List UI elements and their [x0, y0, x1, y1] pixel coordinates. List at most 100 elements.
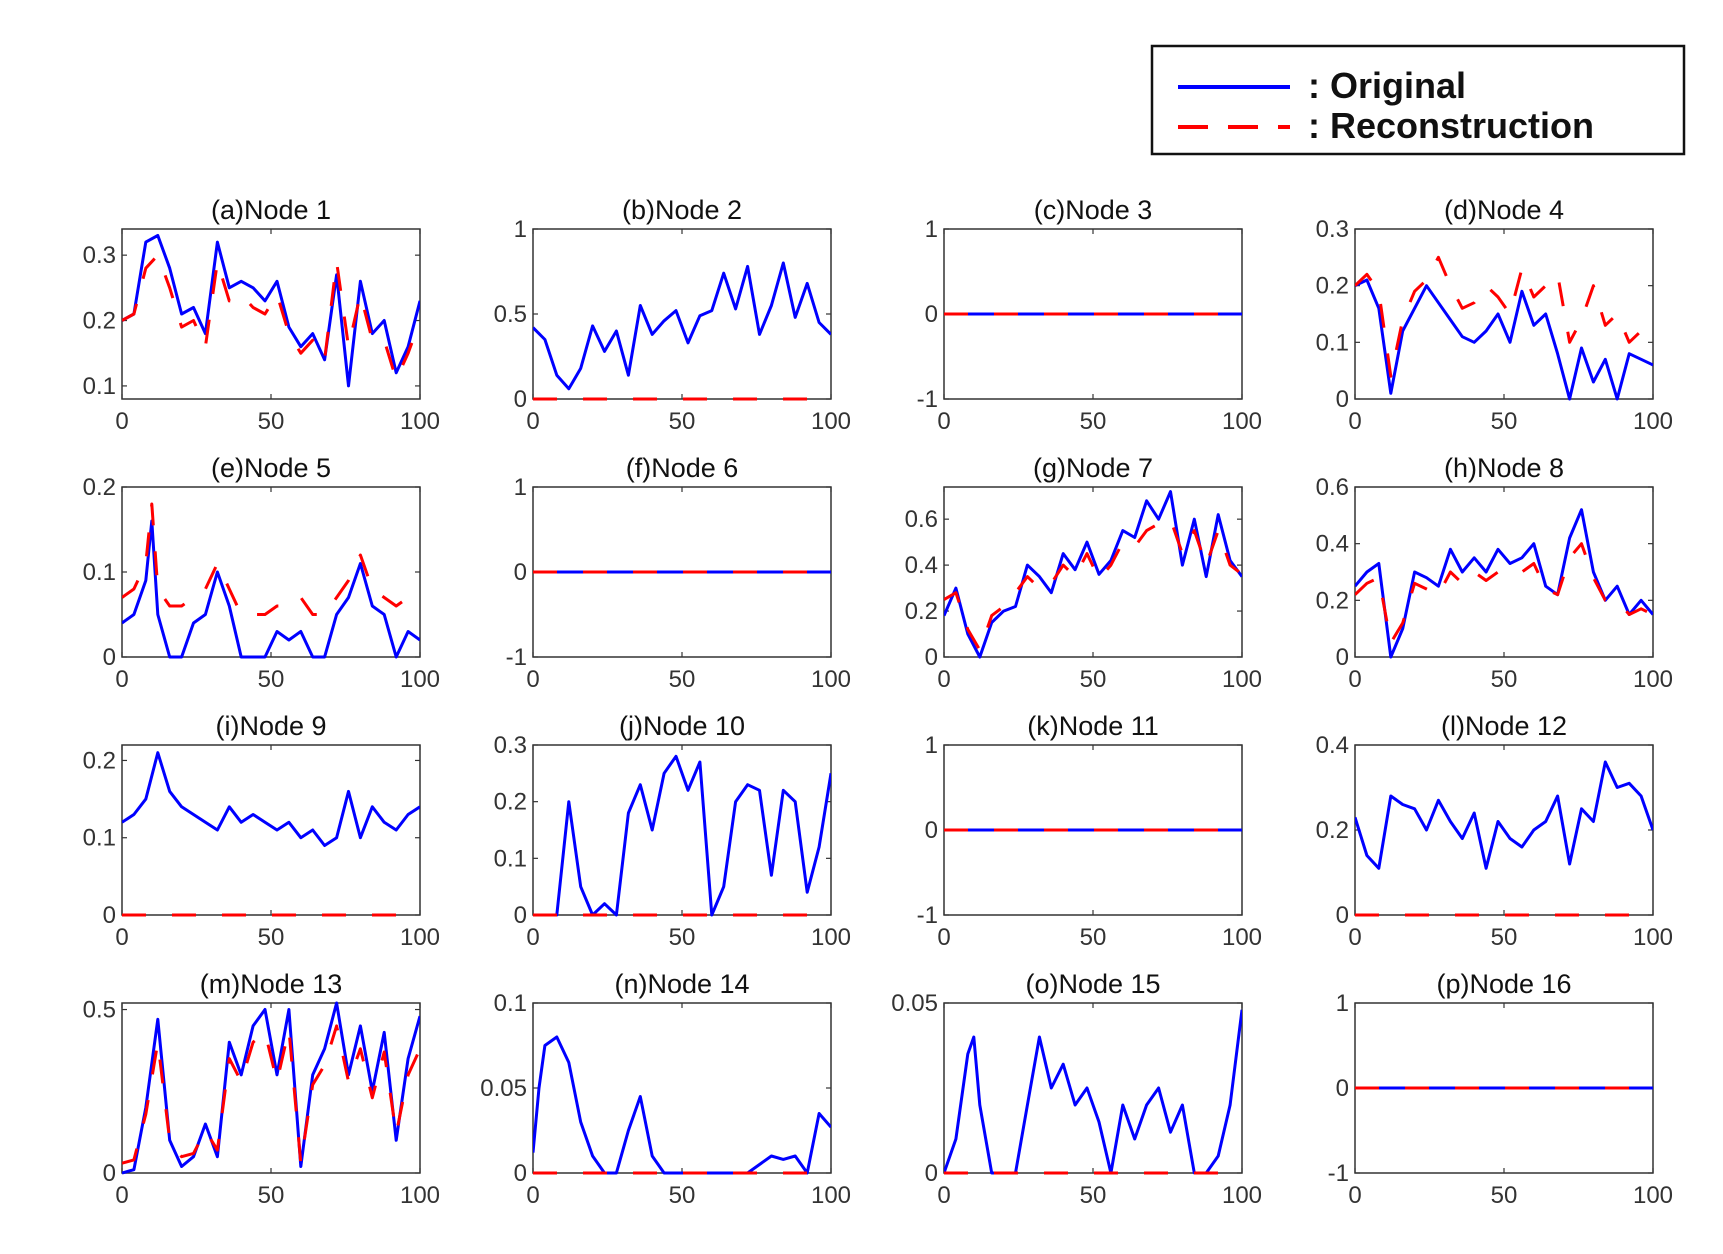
y-tick-label: 0.1 [1316, 329, 1349, 356]
axes-box [121, 744, 421, 916]
y-tick-label: 0 [514, 559, 527, 586]
x-tick-label: 0 [115, 666, 128, 693]
y-tick-label: 0.1 [83, 559, 116, 586]
y-tick-label: 0.1 [494, 990, 527, 1017]
subplot-1: (a)Node 1 0 50 100 0.1 0.2 0.3 [83, 195, 440, 435]
subplot-title: (l)Node 12 [1441, 711, 1567, 741]
original-series-line [533, 754, 831, 917]
subplot-15: (o)Node 15 0 50 100 0 0.05 [891, 969, 1262, 1209]
x-tick-label: 0 [937, 1182, 950, 1209]
original-series-line [122, 751, 420, 847]
x-tick-label: 50 [258, 924, 285, 951]
y-tick-label: 0.05 [891, 990, 938, 1017]
reconstruction-series-line [1355, 542, 1653, 645]
subplot-13: (m)Node 13 0 50 100 0 0.5 [83, 969, 440, 1209]
x-tick-label: 50 [1080, 1182, 1107, 1209]
x-tick-label: 100 [1222, 924, 1262, 951]
x-tick-label: 0 [115, 924, 128, 951]
subplot-7: (g)Node 7 0 50 100 0 0.2 0.4 0.6 [905, 453, 1262, 693]
y-tick-label: 0.1 [83, 373, 116, 400]
reconstruction-series-line [122, 502, 420, 616]
x-tick-label: 50 [1080, 408, 1107, 435]
subplot-3: (c)Node 30 50 100-101 [917, 195, 1262, 435]
x-tick-label: 0 [937, 924, 950, 951]
y-tick-label: 0 [1336, 902, 1349, 929]
y-tick-label: 0.4 [1316, 531, 1349, 558]
y-tick-label: 0.6 [905, 506, 938, 533]
subplot-title: (k)Node 11 [1027, 711, 1159, 741]
x-tick-label: 0 [937, 408, 950, 435]
y-tick-label: 0.5 [494, 301, 527, 328]
y-tick-label: 0 [925, 1160, 938, 1187]
y-tick-label: 0.2 [83, 747, 116, 774]
original-series-line [944, 1009, 1242, 1175]
original-series-line [122, 1001, 420, 1175]
original-series-line [1355, 278, 1653, 401]
axes-box [943, 486, 1243, 658]
original-series-line [533, 1035, 831, 1175]
x-tick-label: 100 [1633, 1182, 1673, 1209]
original-series-line [122, 234, 420, 388]
subplot-2: (b)Node 2 0 50 100 0 0.5 1 [494, 195, 851, 435]
subplot-title: (h)Node 8 [1444, 453, 1564, 483]
y-tick-label: 0 [103, 902, 116, 929]
subplot-12: (l)Node 12 0 50 100 0 0.2 0.4 [1316, 711, 1673, 951]
subplot-title: (b)Node 2 [622, 195, 742, 225]
y-tick-label: 0.05 [480, 1075, 527, 1102]
x-tick-label: 100 [1222, 666, 1262, 693]
y-tick-label: 0 [925, 644, 938, 671]
x-tick-label: 0 [1348, 924, 1361, 951]
subplot-title: (e)Node 5 [211, 453, 331, 483]
y-tick-label: 1 [514, 216, 527, 243]
y-tick-label: 0.3 [83, 242, 116, 269]
axes-box [121, 228, 421, 400]
y-tick-label: 0.2 [1316, 817, 1349, 844]
axes-box [1354, 486, 1654, 658]
original-series-line [122, 519, 420, 659]
subplot-6: (f)Node 60 50 100-101 [506, 453, 851, 693]
y-tick-label: 0 [1336, 386, 1349, 413]
y-tick-label: 0.2 [1316, 273, 1349, 300]
x-tick-label: 0 [526, 666, 539, 693]
subplot-title: (a)Node 1 [211, 195, 331, 225]
legend: : Original : Reconstruction [1150, 44, 1686, 156]
x-tick-label: 100 [811, 1182, 851, 1209]
x-tick-label: 50 [1491, 924, 1518, 951]
y-tick-label: 0.2 [83, 474, 116, 501]
subplot-title: (d)Node 4 [1444, 195, 1564, 225]
y-tick-label: -1 [506, 644, 527, 671]
y-tick-label: 0 [103, 1160, 116, 1187]
y-tick-label: 0.2 [494, 789, 527, 816]
subplot-title: (n)Node 14 [614, 969, 749, 999]
axes-box [121, 486, 421, 658]
subplot-title: (g)Node 7 [1033, 453, 1153, 483]
subplot-title: (c)Node 3 [1034, 195, 1153, 225]
legend-original-label: : Original [1308, 65, 1466, 106]
y-tick-label: 0 [1336, 644, 1349, 671]
x-tick-label: 100 [1633, 924, 1673, 951]
x-tick-label: 100 [400, 924, 440, 951]
y-tick-label: 0 [925, 817, 938, 844]
subplot-8: (h)Node 8 0 50 100 0 0.2 0.4 0.6 [1316, 453, 1673, 693]
x-tick-label: 100 [1633, 666, 1673, 693]
axes-box [943, 1002, 1243, 1174]
y-tick-label: 1 [925, 216, 938, 243]
x-tick-label: 50 [669, 1182, 696, 1209]
original-series-line [944, 490, 1242, 659]
x-tick-label: 0 [115, 1182, 128, 1209]
x-tick-label: 100 [811, 666, 851, 693]
y-tick-label: 0.2 [905, 598, 938, 625]
y-tick-label: 0.2 [1316, 587, 1349, 614]
y-tick-label: 0 [514, 386, 527, 413]
x-tick-label: 100 [811, 408, 851, 435]
x-tick-label: 0 [526, 1182, 539, 1209]
reconstruction-series-line [944, 517, 1242, 652]
subplot-16: (p)Node 160 50 100-101 [1328, 969, 1673, 1209]
x-tick-label: 100 [1222, 1182, 1262, 1209]
y-tick-label: -1 [917, 386, 938, 413]
original-series-line [1355, 760, 1653, 870]
subplot-10: (j)Node 10 0 50 100 0 0.1 0.2 0.3 [494, 711, 851, 951]
y-tick-label: 0.1 [83, 825, 116, 852]
legend-box [1150, 44, 1686, 156]
subplot-title: (o)Node 15 [1025, 969, 1160, 999]
